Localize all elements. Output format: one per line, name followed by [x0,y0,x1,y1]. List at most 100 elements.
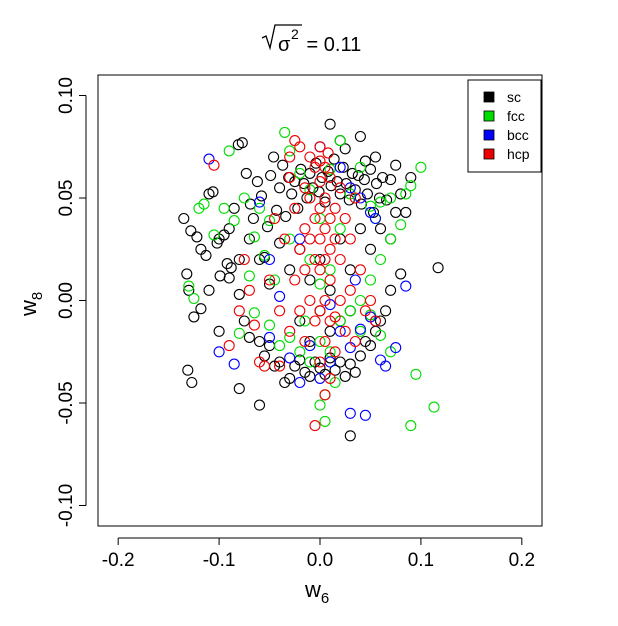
legend-label-bcc: bcc [507,127,529,143]
point-hcp [319,253,331,266]
point-fcc [284,331,296,343]
legend-box [467,79,542,173]
point-fcc [314,399,326,411]
point-hcp [294,305,306,317]
point-hcp [299,264,311,276]
point-fcc [364,274,377,286]
point-sc [183,284,195,296]
point-hcp [319,335,331,348]
series-hcp [208,135,382,432]
point-sc [304,274,316,286]
point-sc [385,284,397,296]
point-hcp [329,233,341,245]
point-fcc [354,294,366,307]
point-hcp [319,192,331,204]
point-sc [373,192,386,204]
point-hcp [274,305,286,317]
point-hcp [299,182,311,194]
point-sc [307,182,319,194]
point-fcc [344,305,356,317]
point-hcp [359,305,371,317]
point-hcp [289,135,301,147]
point-sc [265,169,277,182]
point-hcp [223,340,235,352]
title-superscript: 2 [291,26,299,42]
point-bcc [354,323,366,335]
point-sc [344,430,356,442]
point-fcc [294,346,306,358]
point-bcc [334,161,346,173]
point-hcp [269,212,281,225]
point-bcc [253,196,266,208]
point-sc [271,204,283,216]
point-sc [304,167,316,179]
x-tick-label: 0.2 [509,550,535,571]
point-bcc [228,358,240,370]
point-hcp [304,151,316,163]
point-bcc [294,376,306,389]
point-hcp [289,274,301,286]
point-fcc [354,325,366,337]
point-hcp [238,253,250,266]
point-fcc [223,145,235,157]
point-fcc [233,327,245,339]
point-fcc [263,319,276,331]
point-bcc [380,360,392,372]
point-hcp [314,202,326,214]
point-sc [339,143,351,155]
point-sc [400,206,412,218]
point-sc [352,169,364,182]
point-sc [298,178,310,190]
point-fcc [238,192,250,204]
point-sc [367,206,380,218]
point-hcp [369,315,382,327]
point-sc [292,202,304,214]
point-sc [191,231,203,243]
point-sc [344,264,356,276]
point-bcc [213,346,225,358]
point-sc [200,249,212,261]
point-hcp [334,294,346,307]
point-sc [324,118,336,130]
point-hcp [243,284,255,296]
point-sc [295,163,307,175]
point-hcp [304,192,316,204]
point-hcp [319,294,331,307]
point-sc [223,272,235,284]
y-tick-label: -0.10 [56,484,77,527]
point-fcc [208,229,220,241]
point-fcc [385,233,397,245]
point-hcp [284,171,296,184]
point-hcp [309,315,321,327]
point-fcc [228,215,240,227]
point-sc [346,167,358,179]
point-sc [240,167,252,179]
point-sc [233,288,245,300]
point-fcc [374,329,387,341]
point-sc [354,223,366,235]
point-sc [261,221,274,233]
point-sc [274,182,286,194]
sqrt-symbol [261,24,302,51]
point-fcc [374,253,387,266]
point-fcc [410,368,422,380]
point-hcp [274,360,286,372]
x-tick-label: 0.1 [408,550,434,571]
point-sc [340,178,352,190]
point-hcp [322,147,334,159]
point-fcc [374,196,387,208]
point-fcc [269,274,281,286]
point-sc [185,225,197,237]
point-sc [358,174,370,186]
point-sc [274,356,286,368]
point-hcp [324,171,336,184]
legend-label-fcc: fcc [507,108,525,124]
x-axis: -0.2 -0.1 0.0 0.1 0.2 [102,537,535,571]
point-sc [395,188,407,200]
point-sc [238,315,250,327]
point-hcp [314,305,326,317]
y-tick-label: 0.10 [56,77,77,114]
point-hcp [324,372,336,384]
point-sc [334,188,346,200]
